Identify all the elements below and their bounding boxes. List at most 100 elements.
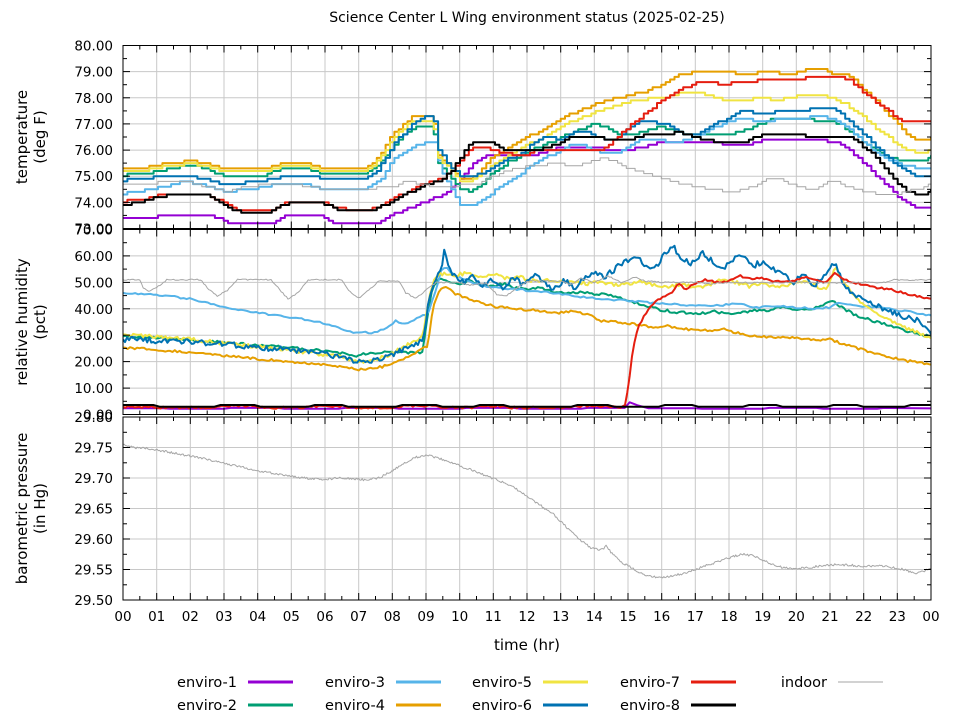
legend-item-indoor: indoor (781, 675, 883, 691)
ytick-temperature-75.00: 75.00 (74, 169, 113, 185)
series-temperature-enviro-6 (123, 107, 931, 186)
xtick-11: 11 (485, 609, 502, 625)
legend-label-enviro-7: enviro-7 (620, 675, 680, 691)
legend-item-enviro-8: enviro-8 (620, 698, 736, 714)
xtick-23: 23 (889, 609, 906, 625)
ytick-pressure-29.50: 29.50 (74, 593, 113, 609)
xtick-16: 16 (653, 609, 670, 625)
xtick-12: 12 (518, 609, 535, 625)
legend-label-enviro-5: enviro-5 (472, 675, 532, 691)
series-temperature-enviro-1 (123, 138, 931, 225)
svg-text:barometric pressure(in Hg): barometric pressure(in Hg) (13, 433, 49, 585)
ytick-pressure-29.75: 29.75 (74, 441, 113, 457)
legend-item-enviro-7: enviro-7 (620, 675, 736, 691)
ytick-temperature-78.00: 78.00 (74, 91, 113, 107)
legend-label-enviro-1: enviro-1 (177, 675, 237, 691)
ytick-pressure-29.55: 29.55 (74, 563, 113, 579)
ytick-humidity-70.00: 70.00 (74, 223, 113, 239)
legend-label-enviro-6: enviro-6 (472, 698, 532, 714)
ytick-humidity-40.00: 40.00 (74, 302, 113, 318)
panel-temperature: 80.00 79.00 78.00 77.00 76.00 75.00 74.00 73.00… (13, 39, 932, 238)
legend-label-enviro-3: enviro-3 (325, 675, 385, 691)
xtick-17: 17 (687, 609, 704, 625)
ytick-labels-humidity: 70.00 60.00 50.00 40.00 30.00 20.00 10.00 0.00 (74, 223, 113, 424)
ytick-humidity-20.00: 20.00 (74, 355, 113, 371)
ylabel-pressure: barometric pressure(in Hg) (13, 433, 49, 585)
ytick-temperature-79.00: 79.00 (74, 65, 113, 81)
xtick-14: 14 (586, 609, 603, 625)
panel-humidity: 70.00 60.00 50.00 40.00 30.00 20.00 10.00 0.00 r… (13, 223, 932, 424)
ylabel-humidity: relative humidity(pct) (13, 258, 49, 386)
xtick-3: 03 (215, 609, 232, 625)
series-humidity-enviro-8 (123, 404, 931, 408)
chart-title: Science Center L Wing environment status… (329, 10, 725, 26)
ytick-humidity-10.00: 10.00 (74, 381, 113, 397)
ytick-humidity-0.00: 0.00 (83, 408, 113, 424)
ytick-pressure-29.65: 29.65 (74, 502, 113, 518)
xtick-6: 06 (316, 609, 333, 625)
ylabel-temperature: temperature(deg F) (13, 90, 49, 184)
xtick-10: 10 (451, 609, 468, 625)
grid-humidity (123, 229, 931, 415)
ytick-temperature-73.00: 73.00 (74, 222, 113, 238)
xtick-1: 01 (148, 609, 165, 625)
ytick-humidity-50.00: 50.00 (74, 275, 113, 291)
xtick-19: 19 (754, 609, 771, 625)
svg-text:relative humidity(pct): relative humidity(pct) (13, 258, 49, 386)
ytick-labels-pressure: 29.80 29.75 29.70 29.65 29.60 29.55 29.50 (74, 410, 113, 609)
legend-label-enviro-4: enviro-4 (325, 698, 385, 714)
legend-item-enviro-5: enviro-5 (472, 675, 588, 691)
xtick-7: 07 (350, 609, 367, 625)
ytick-pressure-29.60: 29.60 (74, 532, 113, 548)
xtick-18: 18 (720, 609, 737, 625)
series-temperature-indoor (123, 157, 931, 195)
axes-pressure (122, 416, 932, 601)
legend-label-enviro-2: enviro-2 (177, 698, 237, 714)
xtick-0: 00 (114, 609, 131, 625)
legend-label-enviro-8: enviro-8 (620, 698, 680, 714)
xtick-4: 04 (249, 609, 266, 625)
xtick-13: 13 (552, 609, 569, 625)
xtick-8: 08 (384, 609, 401, 625)
ytick-pressure-29.70: 29.70 (74, 471, 113, 487)
xtick-24: 00 (922, 609, 939, 625)
grid-pressure (123, 417, 931, 600)
ytick-temperature-80.00: 80.00 (74, 39, 113, 55)
xtick-9: 09 (417, 609, 434, 625)
xtick-15: 15 (619, 609, 636, 625)
series-humidity-enviro-4 (123, 286, 931, 372)
svg-text:temperature(deg F): temperature(deg F) (13, 90, 49, 184)
panel-pressure: 29.80 29.75 29.70 29.65 29.60 29.55 29.50 barom… (13, 410, 932, 609)
ytick-pressure-29.80: 29.80 (74, 410, 113, 426)
axes-humidity (122, 229, 932, 415)
axes-temperature (122, 45, 932, 229)
legend-item-enviro-2: enviro-2 (177, 698, 293, 714)
legend: enviro-1 enviro-2 enviro-3 enviro-4 enviro-5… (177, 675, 883, 714)
legend-item-enviro-6: enviro-6 (472, 698, 588, 714)
ytick-temperature-74.00: 74.00 (74, 195, 113, 211)
xtick-5: 05 (283, 609, 300, 625)
series-temperature-enviro-8 (123, 130, 931, 214)
ytick-temperature-77.00: 77.00 (74, 117, 113, 133)
xtick-labels: 00 01 02 03 04 05 06 07 08 09 10 11 12 13 14 15 16 17 18 19… (114, 609, 939, 625)
ytick-labels-temperature: 80.00 79.00 78.00 77.00 76.00 75.00 74.00 73.00 (74, 39, 113, 238)
xtick-20: 20 (788, 609, 805, 625)
legend-label-indoor: indoor (781, 675, 827, 691)
x-axis-title: time (hr) (494, 636, 560, 654)
series-pressure-indoor (123, 443, 931, 579)
ytick-humidity-30.00: 30.00 (74, 328, 113, 344)
ytick-temperature-76.00: 76.00 (74, 143, 113, 159)
legend-item-enviro-1: enviro-1 (177, 675, 293, 691)
xtick-21: 21 (821, 609, 838, 625)
series-group-pressure (123, 443, 931, 579)
legend-item-enviro-4: enviro-4 (325, 698, 441, 714)
series-humidity-indoor (123, 275, 931, 300)
legend-item-enviro-3: enviro-3 (325, 675, 441, 691)
series-humidity-enviro-3 (123, 266, 931, 335)
ytick-humidity-60.00: 60.00 (74, 249, 113, 265)
series-group-temperature (123, 68, 931, 225)
series-humidity-enviro-6 (123, 244, 931, 364)
xtick-22: 22 (855, 609, 872, 625)
